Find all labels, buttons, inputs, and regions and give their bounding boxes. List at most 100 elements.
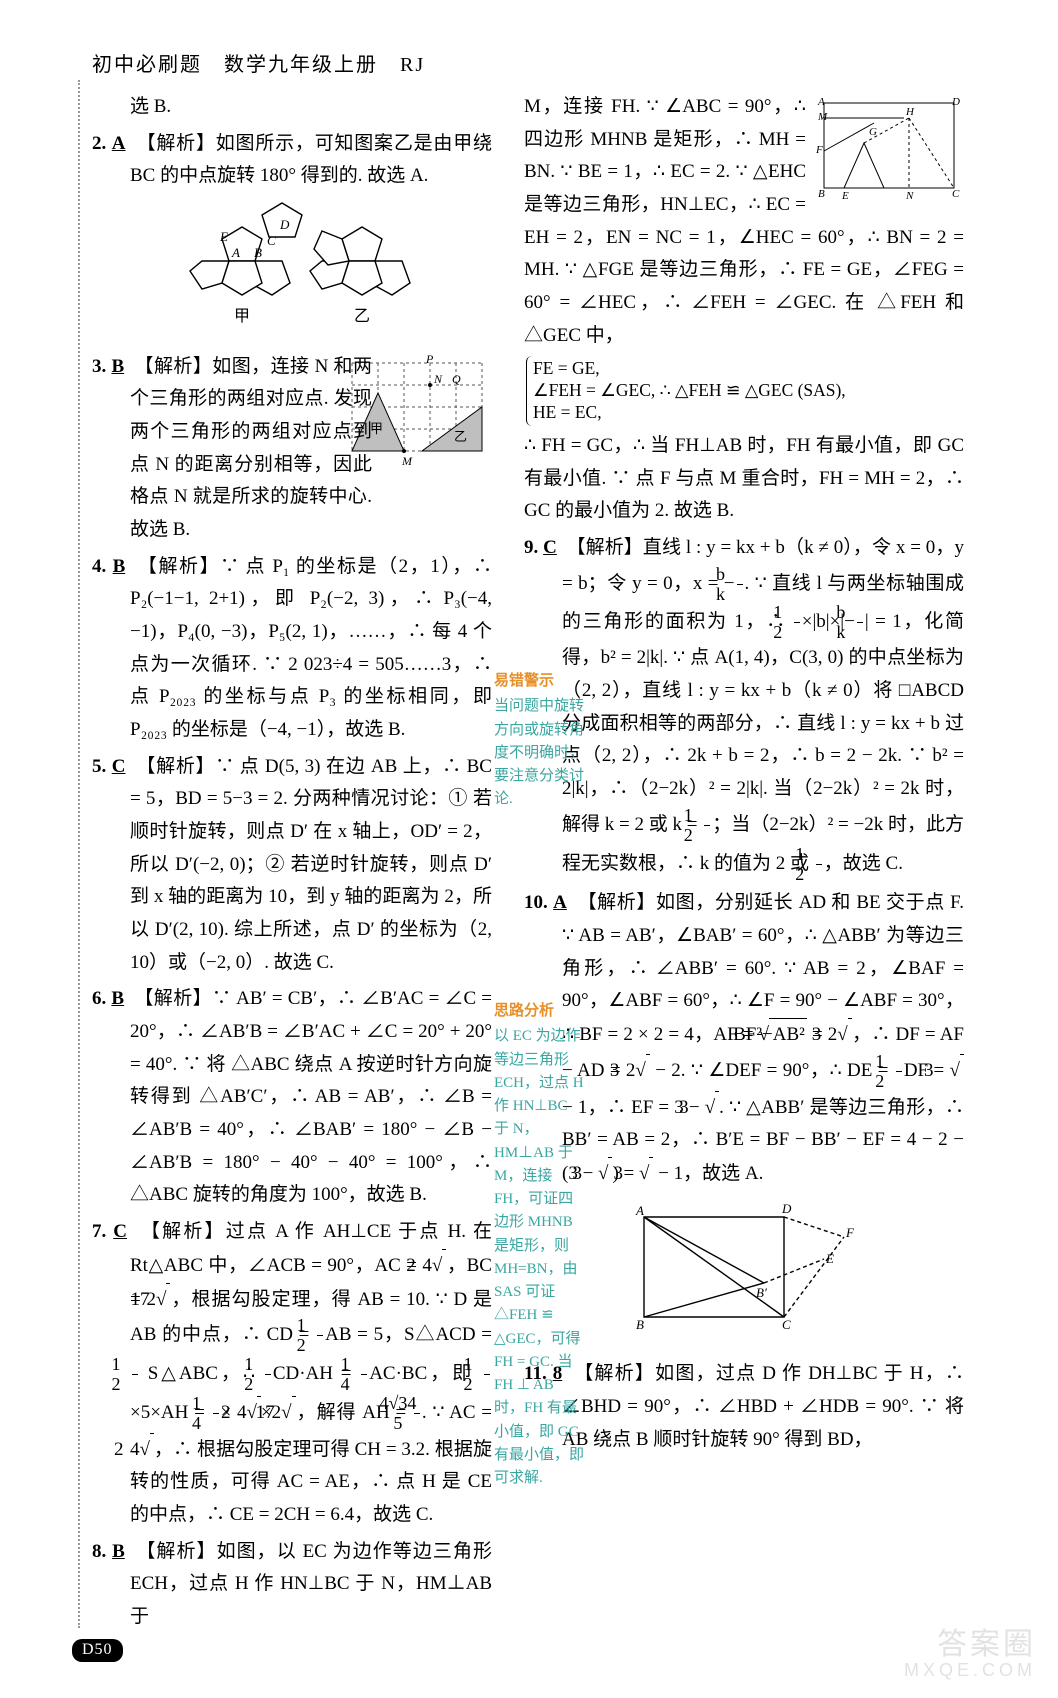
item-9-answer: C xyxy=(543,537,557,558)
svg-text:C: C xyxy=(267,233,276,248)
item-7: 7. C 【解析】过点 A 作 AH⊥CE 于点 H. 在 Rt△ABC 中，∠… xyxy=(92,1216,492,1532)
item-9-seg6: ，故选 C. xyxy=(824,852,903,873)
item-7-seg-m: ，∴ 根据勾股定理可得 CH = 3.2. 根据旋转的性质，可得 AC = AE… xyxy=(130,1439,492,1525)
watermark-main: 答案圈 xyxy=(937,1628,1036,1661)
item-4-number: 4. xyxy=(92,556,106,577)
svg-text:D: D xyxy=(781,1201,792,1216)
margin-note-1-body: 当问题中旋转方向或旋转角度不明确时，要注意分类讨论. xyxy=(494,695,584,811)
item-7-number: 7. xyxy=(92,1221,106,1242)
item-11-body: 【解析】如图，过点 D 作 DH⊥BC 于 H，∴ ∠BHD = 90°，∴ ∠… xyxy=(562,1363,964,1449)
page-header: 初中必刷题 数学九年级上册 RJ xyxy=(92,48,998,77)
left-column: 选 B. 2. A 【解析】如图所示，可知图案乙是由甲绕 BC 的中点旋转 18… xyxy=(92,91,492,1638)
item-3-number: 3. xyxy=(92,356,106,377)
figure-grid-triangles: P N Q M 甲 乙 xyxy=(380,353,492,485)
page-number-badge: D50 xyxy=(72,1639,123,1662)
brace-line-1: FE = GE, xyxy=(533,358,846,380)
svg-text:C: C xyxy=(782,1317,791,1332)
left-dot-border xyxy=(78,80,80,1628)
item-9: 9. C 【解析】直线 l : y = kx + b（k ≠ 0），令 x = … xyxy=(524,532,964,884)
svg-text:D: D xyxy=(279,217,290,232)
svg-text:A: A xyxy=(635,1203,644,1218)
item-8-number: 8. xyxy=(92,1541,106,1562)
svg-text:A: A xyxy=(231,245,240,260)
item-8-continued: AM DH GF BE NC M，连接 FH. ∵ ∠ABC = 90°，∴ 四… xyxy=(524,91,964,528)
svg-text:B: B xyxy=(254,245,262,260)
svg-text:P: P xyxy=(425,353,434,366)
margin-note-1: 易错警示 当问题中旋转方向或旋转角度不明确时，要注意分类讨论. xyxy=(494,670,584,812)
svg-text:B: B xyxy=(818,188,825,200)
item-9-seg3: ×|b|× xyxy=(802,611,841,632)
item-5-body: 【解析】∵ 点 D(5, 3) 在边 AB 上，∴ BC = 5，BD = 5−… xyxy=(130,756,492,973)
right-column: AM DH GF BE NC M，连接 FH. ∵ ∠ABC = 90°，∴ 四… xyxy=(524,91,964,1638)
item-10-seg2b: − 2. ∵ ∠DEF = 90°，∴ DE = xyxy=(650,1060,894,1081)
figure-rect-small: AM D H G F B E N C xyxy=(814,93,964,215)
item-10-answer: A xyxy=(553,892,567,913)
svg-text:F: F xyxy=(845,1225,855,1240)
item-10: 10. A 【解析】如图，分别延长 AD 和 BE 交于点 F. ∵ AB = … xyxy=(524,887,964,1190)
svg-text:B: B xyxy=(636,1317,644,1332)
item-2: 2. A 【解析】如图所示，可知图案乙是由甲绕 BC 的中点旋转 180° 得到… xyxy=(92,128,492,193)
svg-text:甲: 甲 xyxy=(234,308,250,325)
item-5: 5. C 【解析】∵ 点 D(5, 3) 在边 AB 上，∴ BC = 5，BD… xyxy=(92,751,492,980)
figure-pentagons: AB CD E 甲 乙 xyxy=(92,199,492,341)
item-5-answer: C xyxy=(112,756,126,777)
svg-text:A: A xyxy=(817,96,825,108)
item-5-number: 5. xyxy=(92,756,106,777)
item-8: 8. B 【解析】如图，以 EC 为边作等边三角形 ECH，过点 H 作 HN⊥… xyxy=(92,1536,492,1634)
item-4-answer: B xyxy=(113,556,126,577)
figure-quad-bottom: A B C D FE B′ xyxy=(524,1197,964,1349)
svg-text:F: F xyxy=(815,144,823,156)
margin-note-2: 思路分析 以 EC 为边作等边三角形 ECH，过点 H 作 HN⊥BC 于 N，… xyxy=(494,1000,584,1490)
svg-text:Q: Q xyxy=(452,372,461,386)
margin-note-1-title: 易错警示 xyxy=(494,670,584,693)
item-2-number: 2. xyxy=(92,133,106,154)
item-8-answer: B xyxy=(112,1541,125,1562)
item-11: 11. 8 【解析】如图，过点 D 作 DH⊥BC 于 H，∴ ∠BHD = 9… xyxy=(524,1358,964,1456)
item-6-body: 【解析】∵ AB′ = CB′，∴ ∠B′AC = ∠C = 20°，∴ ∠AB… xyxy=(130,988,492,1205)
item-4-body: 【解析】∵ 点 P₁ 的坐标是（2，1），∴ P₂(−1−1, 2+1)，即 P… xyxy=(130,556,492,740)
margin-note-2-title: 思路分析 xyxy=(494,1000,584,1023)
item-7-seg-d: AB = 5，S△ACD = xyxy=(325,1324,492,1345)
left-leading-line: 选 B. xyxy=(92,91,492,124)
item-2-body: 【解析】如图所示，可知图案乙是由甲绕 BC 的中点旋转 180° 得到的. 故选… xyxy=(130,133,492,187)
svg-text:M: M xyxy=(401,454,413,468)
svg-text:G: G xyxy=(869,126,877,138)
root3c: 3 xyxy=(960,1054,964,1088)
brace-line-2: ∠FEH = ∠GEC, ∴ △FEH ≌ △GEC (SAS), xyxy=(533,380,846,402)
svg-text:乙: 乙 xyxy=(454,429,467,444)
margin-note-2-body: 以 EC 为边作等边三角形 ECH，过点 H 作 HN⊥BC 于 N，HM⊥AB… xyxy=(494,1025,584,1490)
svg-text:N: N xyxy=(433,372,443,386)
item-6-answer: B xyxy=(111,988,124,1009)
item-3-body: 【解析】如图，连接 N 和两个三角形的两组对应点. 发现两个三角形的两组对应点到… xyxy=(130,356,372,540)
item-8-body: 【解析】如图，以 EC 为边作等边三角形 ECH，过点 H 作 HN⊥BC 于 … xyxy=(130,1541,492,1627)
page: 初中必刷题 数学九年级上册 RJ 易错警示 当问题中旋转方向或旋转角度不明确时，… xyxy=(0,0,1058,1698)
item-10-seg5b: − 1，故选 A. xyxy=(653,1163,763,1184)
item-7-answer: C xyxy=(113,1221,127,1242)
svg-text:E: E xyxy=(825,1251,834,1266)
item-8-cont-post: ∴ FH = GC，∴ 当 FH⊥AB 时，FH 有最小值，即 GC 有最小值.… xyxy=(524,430,964,528)
item-9-seg4: = 1，化简得，b² = 2|k|. ∵ 点 A(1, 4)，C(3, 0) 的… xyxy=(562,611,964,834)
svg-text:N: N xyxy=(905,190,914,202)
item-9-number: 9. xyxy=(524,537,538,558)
item-8-brace: FE = GE, ∠FEH = ∠GEC, ∴ △FEH ≌ △GEC (SAS… xyxy=(526,356,846,426)
svg-text:B′: B′ xyxy=(756,1285,767,1300)
svg-text:E: E xyxy=(219,229,228,244)
svg-text:C: C xyxy=(952,188,960,200)
svg-text:M: M xyxy=(817,111,828,123)
watermark-sub: MXQE.COM xyxy=(904,1661,1036,1680)
abs-neg: − xyxy=(844,611,855,632)
item-10-number: 10. xyxy=(524,892,548,913)
watermark: 答案圈 MXQE.COM xyxy=(904,1629,1036,1679)
root-bfab: BF²−AB² xyxy=(769,1018,807,1052)
brace-line-3: HE = EC, xyxy=(533,402,846,424)
svg-text:E: E xyxy=(841,190,849,202)
item-6-number: 6. xyxy=(92,988,106,1009)
svg-text:D: D xyxy=(951,96,960,108)
item-3-answer: B xyxy=(111,356,124,377)
item-4: 4. B 【解析】∵ 点 P₁ 的坐标是（2，1），∴ P₂(−1−1, 2+1… xyxy=(92,551,492,747)
svg-text:乙: 乙 xyxy=(354,308,370,325)
item-2-answer: A xyxy=(112,133,126,154)
svg-text:H: H xyxy=(905,106,915,118)
item-3: P N Q M 甲 乙 3. B 【解析】如图，连接 N 和两个三角形的两组对应… xyxy=(92,351,492,547)
item-6: 6. B 【解析】∵ AB′ = CB′，∴ ∠B′AC = ∠C = 20°，… xyxy=(92,983,492,1212)
